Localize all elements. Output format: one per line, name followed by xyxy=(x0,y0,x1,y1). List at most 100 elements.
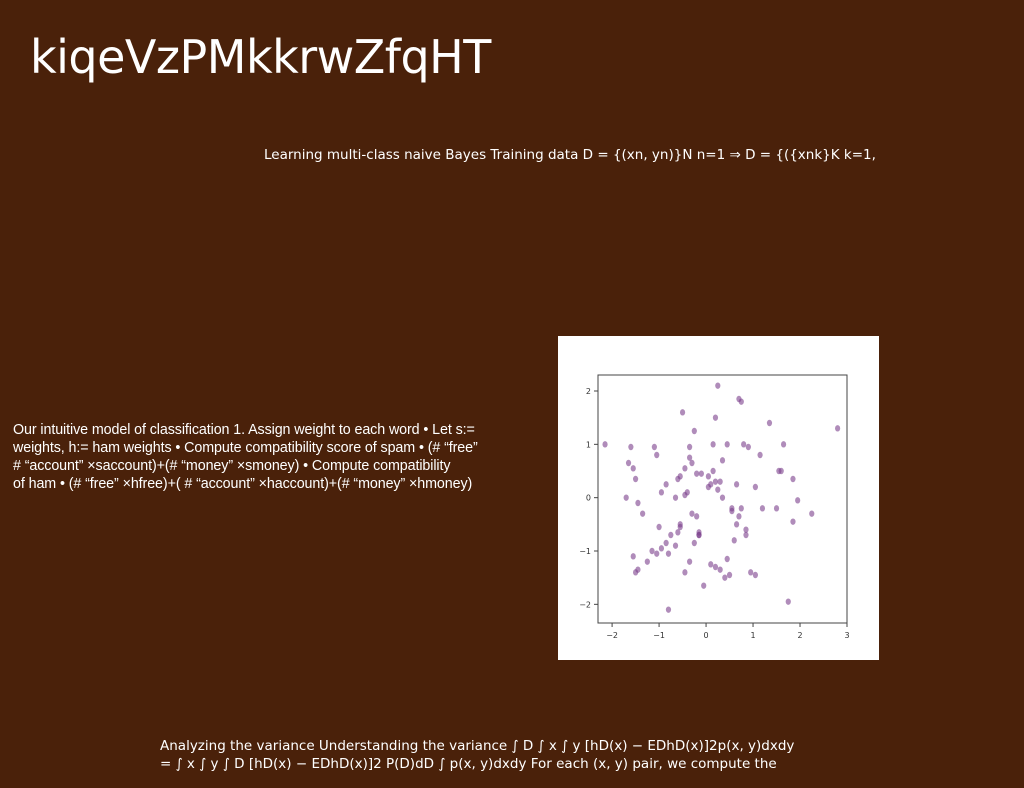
scatter-point xyxy=(731,537,737,544)
scatter-point xyxy=(766,419,773,427)
body-line: # “account” ×saccount)+(# “money” ×smone… xyxy=(13,458,451,474)
scatter-point xyxy=(710,467,716,475)
x-tick-label: 0 xyxy=(704,631,709,640)
x-tick-label: 1 xyxy=(750,631,755,640)
scatter-point xyxy=(665,606,672,613)
scatter-point xyxy=(809,510,815,517)
scatter-point xyxy=(675,529,681,536)
scatter-point xyxy=(773,505,780,512)
scatter-point xyxy=(658,489,665,496)
scatter-point xyxy=(672,542,679,549)
y-tick-label: −1 xyxy=(579,547,591,556)
scatter-point xyxy=(635,566,641,573)
scatter-point xyxy=(705,473,712,480)
scatter-point xyxy=(630,553,636,560)
scatter-point xyxy=(691,427,697,435)
scatter-point xyxy=(658,545,665,552)
scatter-point xyxy=(759,505,766,512)
body-text: Our intuitive model of classification 1.… xyxy=(13,421,548,493)
scatter-point xyxy=(687,454,693,461)
scatter-point xyxy=(630,465,636,472)
scatter-point xyxy=(679,409,686,416)
scatter-point xyxy=(835,425,841,432)
scatter-point xyxy=(684,489,690,496)
scatter-point xyxy=(712,563,719,571)
scatter-point xyxy=(654,550,660,557)
scatter-point xyxy=(729,507,735,515)
scatter-point xyxy=(741,441,747,448)
y-tick-label: −2 xyxy=(579,600,591,609)
scatter-point xyxy=(733,521,740,528)
scatter-point xyxy=(682,569,688,576)
slide-subtitle: Learning multi-class naive Bayes Trainin… xyxy=(264,147,876,163)
scatter-point xyxy=(726,571,733,579)
scatter-point xyxy=(649,547,655,555)
plot-area-frame xyxy=(597,374,848,624)
scatter-point xyxy=(752,483,758,491)
scatter-point xyxy=(738,398,744,405)
scatter-point xyxy=(743,526,749,533)
scatter-point xyxy=(687,558,693,565)
scatter-point xyxy=(632,475,639,483)
scatter-point xyxy=(682,465,688,472)
scatter-point xyxy=(736,513,742,520)
x-tick-label: −1 xyxy=(653,631,665,640)
scatter-point xyxy=(757,451,763,459)
scatter-point xyxy=(717,478,723,485)
scatter-point xyxy=(651,443,657,451)
scatter-point xyxy=(698,470,704,477)
y-tick-label: 2 xyxy=(586,387,591,396)
scatter-point xyxy=(701,582,707,589)
scatter-point xyxy=(743,531,749,539)
scatter-point xyxy=(712,478,719,485)
scatter-point xyxy=(656,523,662,531)
scatter-point xyxy=(696,531,702,539)
scatter-point xyxy=(712,414,719,421)
y-tick-label: 0 xyxy=(586,494,591,503)
footer-text: Analyzing the variance Understanding the… xyxy=(160,737,794,773)
scatter-point xyxy=(717,566,723,573)
scatter-point xyxy=(665,550,672,557)
scatter-point xyxy=(654,451,660,459)
scatter-point xyxy=(748,569,754,576)
scatter-point xyxy=(724,555,730,563)
scatter-point xyxy=(677,521,683,528)
scatter-point xyxy=(640,510,646,517)
scatter-point xyxy=(687,443,693,451)
scatter-point xyxy=(715,382,721,389)
body-line: weights, h:= ham weights • Compute compa… xyxy=(13,440,478,456)
y-tick-label: 1 xyxy=(586,440,591,449)
scatter-point xyxy=(785,598,791,605)
scatter-point xyxy=(677,473,683,480)
scatter-point xyxy=(752,571,758,579)
scatter-point xyxy=(719,457,726,464)
scatter-chart-panel: −2 −1 0 1 2 3 −2 −1 0 1 2 xyxy=(558,336,879,660)
scatter-point xyxy=(724,441,730,448)
scatter-point xyxy=(790,518,796,525)
scatter-point xyxy=(795,497,801,504)
x-tick-label: 3 xyxy=(844,631,849,640)
body-line: Our intuitive model of classification 1.… xyxy=(13,422,475,438)
x-tick-label: 2 xyxy=(797,631,802,640)
scatter-point xyxy=(644,558,650,565)
scatter-point xyxy=(733,481,740,488)
scatter-point xyxy=(672,494,679,501)
scatter-point xyxy=(719,494,726,501)
x-tick-label: −2 xyxy=(606,631,618,640)
scatter-point xyxy=(623,494,629,501)
scatter-point xyxy=(790,475,796,483)
scatter-point xyxy=(663,481,669,488)
scatter-point xyxy=(663,539,669,547)
scatter-point xyxy=(722,574,728,581)
scatter-point xyxy=(710,441,716,448)
scatter-point xyxy=(668,531,674,539)
scatter-point xyxy=(694,513,700,520)
scatter-point xyxy=(691,539,697,547)
scatter-plot: −2 −1 0 1 2 3 −2 −1 0 1 2 xyxy=(579,374,850,640)
slide-title: kiqeVzPMkkrwZfqHT xyxy=(30,30,491,84)
scatter-point xyxy=(738,505,744,512)
scatter-point xyxy=(715,486,721,493)
scatter-point xyxy=(708,561,714,568)
scatter-point xyxy=(689,510,695,517)
scatter-point xyxy=(602,441,608,448)
